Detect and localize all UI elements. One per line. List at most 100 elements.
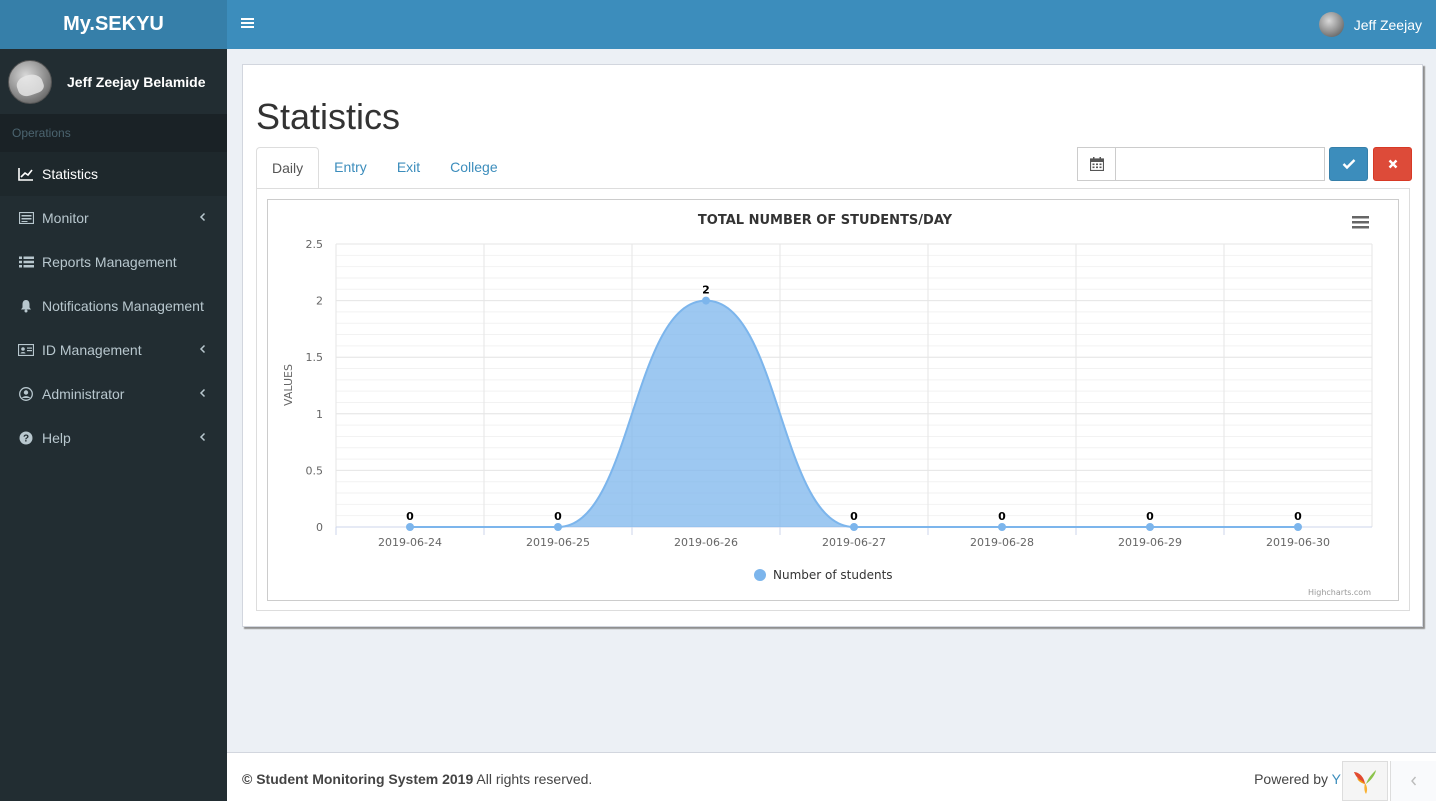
user-avatar-small	[1318, 12, 1344, 37]
data-point	[1146, 523, 1154, 531]
x-tick-label: 2019-06-26	[674, 536, 738, 549]
list-icon	[18, 254, 34, 270]
sidebar-item-reports-management[interactable]: Reports Management	[0, 240, 227, 284]
footer-app-name: Student Monitoring System 2019	[256, 771, 474, 787]
data-point	[554, 523, 562, 531]
sidebar-item-monitor[interactable]: Monitor	[0, 196, 227, 240]
user-menu[interactable]: Jeff Zeejay	[1318, 12, 1422, 37]
data-labels: 0 0 2 0 0 0 0	[405, 282, 1304, 524]
page-title: Statistics	[256, 96, 401, 137]
apply-date-button[interactable]	[1329, 147, 1368, 181]
sidebar-item-administrator[interactable]: Administrator	[0, 372, 227, 416]
chevron-left-icon	[199, 388, 206, 398]
date-input[interactable]	[1116, 148, 1324, 180]
sidebar: My.SEKYU Jeff Zeejay Belamide Operations…	[0, 0, 227, 801]
sidebar-item-notifications-management[interactable]: Notifications Management	[0, 284, 227, 328]
data-point	[702, 296, 710, 305]
sidebar-item-label: Notifications Management	[42, 298, 204, 314]
tab-college[interactable]: College	[450, 159, 498, 175]
statistics-box: Statistics Daily Entry Exit College TOTA…	[242, 64, 1423, 627]
data-point	[1294, 523, 1302, 531]
legend-marker	[754, 569, 766, 581]
y-tick-label: 0.5	[306, 464, 324, 477]
footer-rights: All rights reserved.	[476, 771, 593, 787]
data-label: 0	[998, 510, 1006, 523]
series-area	[410, 300, 1298, 527]
x-tick-label: 2019-06-25	[526, 536, 590, 549]
check-icon	[1342, 159, 1355, 170]
svg-text:?: ?	[23, 434, 29, 445]
tab-entry[interactable]: Entry	[334, 159, 367, 175]
question-circle-icon: ?	[18, 430, 34, 446]
sidebar-item-label: Statistics	[42, 166, 99, 182]
clear-date-button[interactable]	[1373, 147, 1412, 181]
date-picker	[1077, 147, 1325, 181]
chevron-left-icon	[199, 212, 206, 222]
powered-by-link[interactable]: Y	[1331, 771, 1341, 787]
y-axis-title: VALUES	[282, 364, 295, 406]
data-label: 0	[406, 510, 414, 523]
tab-bar: Daily Entry Exit College	[256, 147, 513, 189]
chart-credits[interactable]: Highcharts.com	[1308, 588, 1371, 597]
sidebar-item-label: Help	[42, 430, 71, 446]
chart-title: TOTAL NUMBER OF STUDENTS/DAY	[698, 213, 953, 228]
id-card-icon	[18, 342, 34, 358]
data-label: 0	[850, 510, 858, 523]
footer-powered-by: Powered by Y	[1254, 771, 1341, 787]
copyright-symbol: ©	[242, 771, 253, 787]
chart-legend[interactable]: Number of students	[754, 568, 893, 582]
tab-daily[interactable]: Daily	[256, 147, 320, 189]
sidebar-item-label: Administrator	[42, 386, 125, 402]
sidebar-item-label: ID Management	[42, 342, 142, 358]
sidebar-item-statistics[interactable]: Statistics	[0, 152, 227, 196]
chevron-left-icon	[199, 344, 206, 354]
data-label: 0	[1146, 510, 1154, 523]
y-tick-label: 2.5	[306, 238, 324, 251]
hamburger-menu-icon[interactable]	[241, 16, 255, 30]
x-tick-label: 2019-06-24	[378, 536, 442, 549]
chart-context-menu-icon[interactable]	[1352, 216, 1369, 229]
x-tick-label: 2019-06-29	[1118, 536, 1182, 549]
yii-logo-icon[interactable]	[1342, 761, 1388, 801]
chevron-left-icon	[199, 432, 206, 442]
sidebar-item-label: Monitor	[42, 210, 89, 226]
chart-grid	[335, 243, 1373, 528]
sidebar-item-id-management[interactable]: ID Management	[0, 328, 227, 372]
area-chart: TOTAL NUMBER OF STUDENTS/DAY VALUES 0 0.5…	[282, 213, 1373, 597]
data-label: 2	[702, 284, 710, 297]
footer: © Student Monitoring System 2019 All rig…	[227, 752, 1436, 801]
user-avatar	[8, 59, 52, 104]
data-label: 0	[554, 510, 562, 523]
x-tick-label: 2019-06-27	[822, 536, 886, 549]
tab-exit[interactable]: Exit	[396, 159, 421, 175]
tab-pane-daily: TOTAL NUMBER OF STUDENTS/DAY VALUES 0 0.5…	[256, 188, 1410, 611]
series-line	[410, 299, 1298, 528]
y-tick-label: 1.5	[306, 351, 324, 364]
sidebar-section-header: Operations	[0, 114, 227, 152]
top-navbar: Jeff Zeejay	[227, 0, 1436, 49]
data-point	[850, 523, 858, 531]
sidebar-item-label: Reports Management	[42, 254, 177, 270]
y-tick-label: 0	[316, 521, 323, 534]
x-tick-label: 2019-06-28	[970, 536, 1034, 549]
calendar-icon[interactable]	[1078, 148, 1116, 180]
user-full-name: Jeff Zeejay Belamide	[67, 73, 206, 90]
legend-label: Number of students	[773, 568, 893, 582]
bell-icon	[18, 298, 34, 314]
collapse-chevron-icon[interactable]	[1390, 761, 1436, 801]
app-logo[interactable]: My.SEKYU	[0, 0, 227, 49]
sidebar-item-help[interactable]: ? Help	[0, 416, 227, 460]
series-points	[406, 296, 1302, 531]
data-label: 0	[1294, 510, 1302, 523]
line-chart-icon	[18, 166, 34, 182]
x-tick-label: 2019-06-30	[1266, 536, 1330, 549]
y-tick-label: 1	[316, 408, 323, 421]
chart-container: TOTAL NUMBER OF STUDENTS/DAY VALUES 0 0.5…	[267, 199, 1399, 601]
x-axis-ticks: 2019-06-24 2019-06-25 2019-06-26 2019-06-27…	[335, 527, 1330, 549]
close-icon	[1388, 159, 1397, 169]
user-circle-icon	[18, 386, 34, 402]
user-panel: Jeff Zeejay Belamide	[0, 49, 227, 114]
list-alt-icon	[18, 210, 34, 226]
data-point	[998, 523, 1006, 531]
y-axis-ticks: 0 0.5 1 1.5 2 2.5	[306, 238, 324, 534]
